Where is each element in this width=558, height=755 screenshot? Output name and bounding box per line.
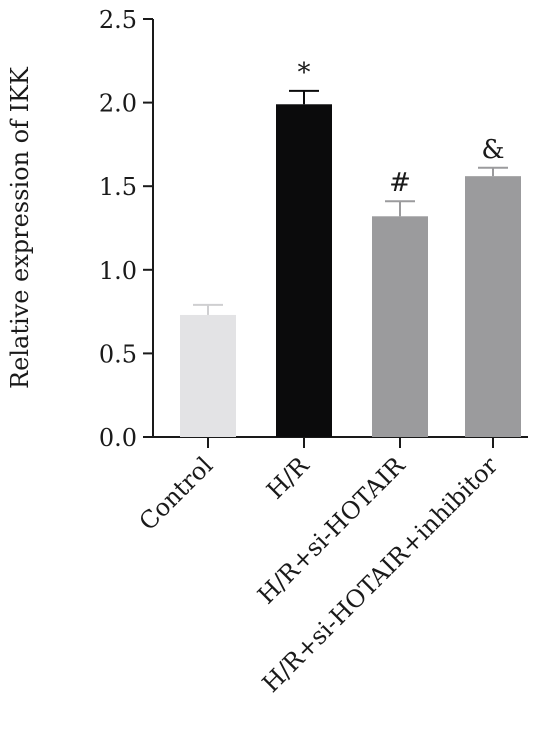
bars: * # &	[180, 58, 521, 437]
bar	[465, 176, 521, 437]
y-tick-label: 2.0	[99, 90, 137, 118]
x-ticks: Control H/RH/R+si-HOTAIRH/R+si-HOTAIR+inh…	[134, 437, 504, 698]
x-tick-label: H/R	[261, 451, 315, 505]
y-tick-label: 0.5	[99, 340, 137, 368]
bar	[372, 216, 428, 437]
significance-marker: #	[389, 168, 411, 198]
y-tick-label: 2.5	[99, 6, 137, 34]
significance-marker: &	[481, 135, 504, 165]
y-tick-label: 1.0	[99, 257, 137, 285]
y-tick-label: 1.5	[99, 173, 137, 201]
y-axis-label: Relative expression of IKK	[6, 66, 34, 389]
x-tick-label: Control	[134, 451, 219, 536]
bar	[180, 314, 236, 437]
significance-marker: *	[298, 58, 311, 88]
y-ticks: 0.0 0.5 1.0 1.5 2.0 2.5	[99, 6, 153, 452]
bar	[276, 104, 332, 437]
y-tick-label: 0.0	[99, 424, 137, 452]
